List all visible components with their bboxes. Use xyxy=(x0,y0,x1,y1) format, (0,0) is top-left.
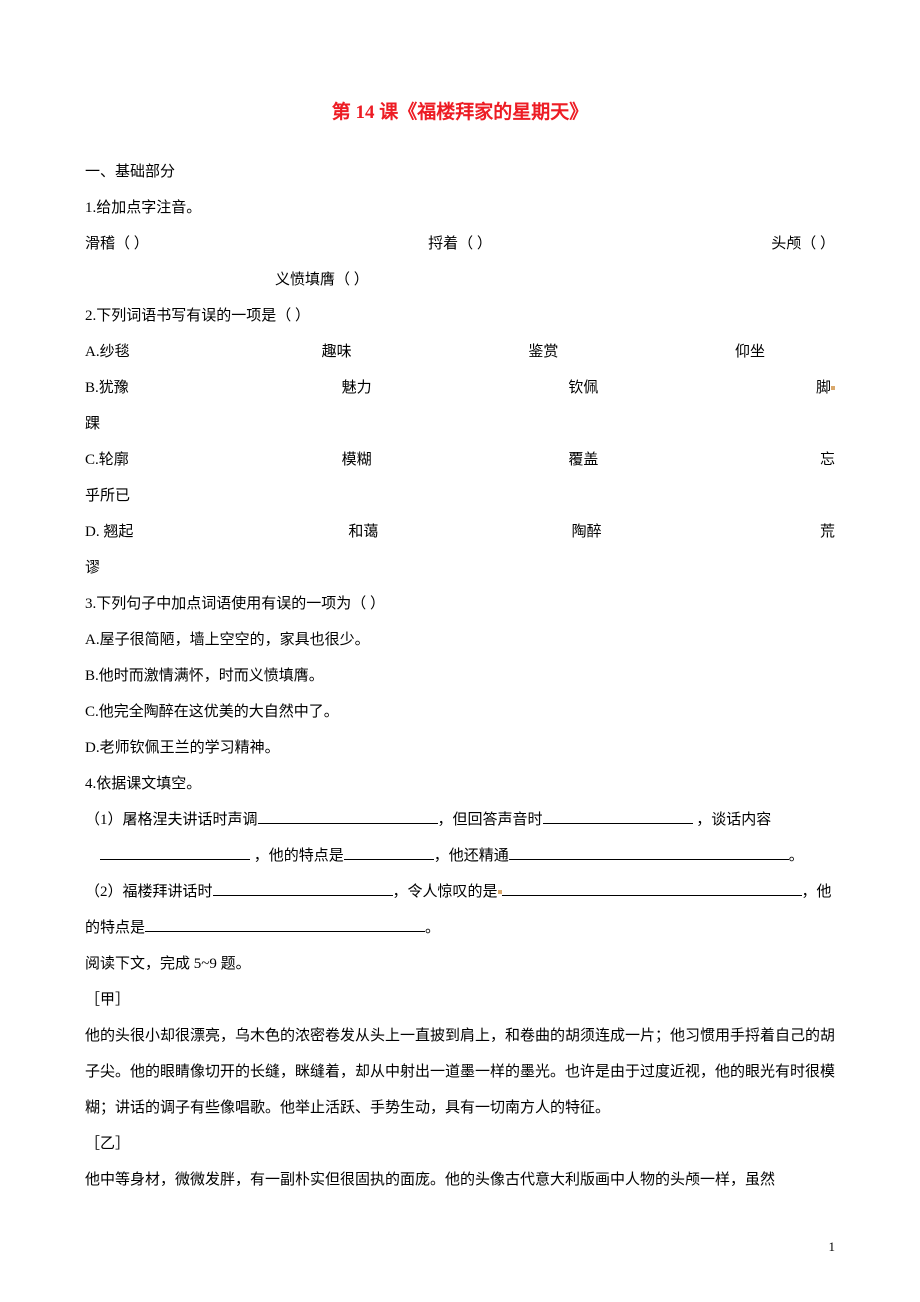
q2-d-w4a: 荒 xyxy=(795,514,835,550)
q2-a-w3: 鉴赏 xyxy=(528,334,558,370)
q3-stem: 3.下列句子中加点词语使用有误的一项为（ ） xyxy=(85,586,835,622)
q2-option-c-row2: 乎所已 xyxy=(85,478,835,514)
fill-blank[interactable] xyxy=(344,842,434,860)
fill-blank[interactable] xyxy=(509,842,789,860)
fill-blank[interactable] xyxy=(100,842,250,860)
q2-d-w2: 和蔼 xyxy=(348,514,378,550)
q1-row-1: 滑稽（ ） 捋着（ ） 头颅（ ） xyxy=(85,226,835,262)
q3-option-c: C.他完全陶醉在这优美的大自然中了。 xyxy=(85,694,835,730)
passage-yi-text: 他中等身材，微微发胖，有一副朴实但很固执的面庞。他的头像古代意大利版画中人物的头… xyxy=(85,1162,835,1198)
q1-stem: 1.给加点字注音。 xyxy=(85,190,835,226)
q2-a-w4: 仰坐 xyxy=(735,334,835,370)
q4-blank-1a: （1）屠格涅夫讲话时声调，但回答声音时 ，谈话内容 xyxy=(85,802,835,838)
q4-stem: 4.依据课文填空。 xyxy=(85,766,835,802)
passage-yi-label: ［乙］ xyxy=(85,1126,835,1162)
q2-option-d-row2: 谬 xyxy=(85,550,835,586)
q3-option-b: B.他时而激情满怀，时而义愤填膺。 xyxy=(85,658,835,694)
q2-option-d-row1: D. 翘起 和蔼 陶醉 荒 xyxy=(85,514,835,550)
passage-jia-label: ［甲］ xyxy=(85,982,835,1018)
passage-jia-text: 他的头很小却很漂亮，乌木色的浓密卷发从头上一直披到肩上，和卷曲的胡须连成一片；他… xyxy=(85,1018,835,1126)
q1-row-2: 义愤填膺（ ） xyxy=(85,262,835,298)
q1-item-b: 捋着（ ） xyxy=(428,226,492,262)
fill-blank[interactable] xyxy=(543,806,693,824)
q3-option-d: D.老师钦佩王兰的学习精神。 xyxy=(85,730,835,766)
q4-blank-2b: 的特点是。 xyxy=(85,910,835,946)
q2-option-b-row1: B.犹豫 魅力 钦佩 脚 xyxy=(85,370,835,406)
q2-b-w4a: 脚 xyxy=(795,370,835,406)
q4-blank-1b: ，他的特点是，他还精通。 xyxy=(85,838,835,874)
q1-item-a: 滑稽（ ） xyxy=(85,226,149,262)
fill-blank[interactable] xyxy=(502,878,802,896)
q4-blank-2a: （2）福楼拜讲话时，令人惊叹的是，他 xyxy=(85,874,835,910)
fill-blank[interactable] xyxy=(213,878,393,896)
q3-option-a: A.屋子很简陋，墙上空空的，家具也很少。 xyxy=(85,622,835,658)
q2-option-b-row2: 踝 xyxy=(85,406,835,442)
q2-d-w3: 陶醉 xyxy=(572,514,602,550)
document-title: 第 14 课《福楼拜家的星期天》 xyxy=(85,90,835,136)
fill-blank[interactable] xyxy=(258,806,438,824)
q2-b-w3: 钦佩 xyxy=(568,370,598,406)
q2-c-letter: C.轮廓 xyxy=(85,442,145,478)
q2-c-w2: 模糊 xyxy=(342,442,372,478)
section-1-heading: 一、基础部分 xyxy=(85,154,835,190)
fill-blank[interactable] xyxy=(145,914,425,932)
q2-b-w2: 魅力 xyxy=(342,370,372,406)
q2-option-c-row1: C.轮廓 模糊 覆盖 忘 xyxy=(85,442,835,478)
q2-option-a: A.纱毯 趣味 鉴赏 仰坐 xyxy=(85,334,835,370)
q2-d-letter: D. 翘起 xyxy=(85,514,155,550)
q1-item-c: 头颅（ ） xyxy=(771,226,835,262)
page-number: 1 xyxy=(829,1231,836,1262)
q2-a-w2: 趣味 xyxy=(322,334,352,370)
accent-dot-icon xyxy=(831,386,835,390)
q2-c-w4a: 忘 xyxy=(795,442,835,478)
reading-intro: 阅读下文，完成 5~9 题。 xyxy=(85,946,835,982)
q2-a-letter: A.纱毯 xyxy=(85,334,145,370)
q2-b-letter: B.犹豫 xyxy=(85,370,145,406)
q2-c-w3: 覆盖 xyxy=(568,442,598,478)
q2-stem: 2.下列词语书写有误的一项是（ ） xyxy=(85,298,835,334)
